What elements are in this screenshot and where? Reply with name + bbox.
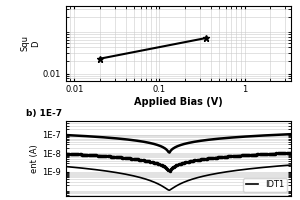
X-axis label: Applied Bias (V): Applied Bias (V) [134,97,223,107]
Legend: IDT1: IDT1 [243,178,287,192]
IDT1 [168,189,171,191]
IDT1 [159,184,162,186]
IDT1 [187,179,190,182]
IDT1 [64,165,68,168]
Y-axis label: Squ
D: Squ D [21,35,40,51]
Y-axis label: ent (A): ent (A) [31,144,40,173]
IDT1 [289,164,293,166]
IDT1 [85,167,88,170]
IDT1 [65,165,69,168]
IDT1 [271,165,275,168]
IDT1 [146,179,150,181]
Text: b) 1E-7: b) 1E-7 [26,109,62,118]
Line: IDT1: IDT1 [66,165,291,190]
